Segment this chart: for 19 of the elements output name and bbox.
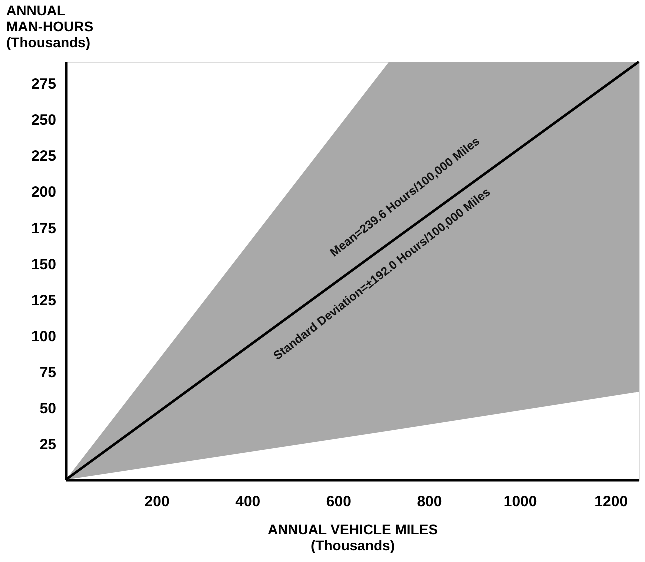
y-tick-label: 50 (40, 400, 56, 418)
y-tick-label: 250 (31, 112, 56, 130)
x-tick-label: 600 (326, 494, 352, 510)
x-tick-label: 800 (417, 494, 442, 510)
y-axis-title: ANNUAL MAN-HOURS (Thousands) (6, 2, 94, 50)
y-tick-label: 125 (31, 292, 56, 310)
x-tick-label: 1200 (594, 494, 628, 510)
y-tick-label: 150 (31, 256, 56, 274)
y-tick-label: 25 (40, 436, 56, 454)
y-tick-label: 100 (31, 328, 56, 346)
y-tick-label: 200 (31, 184, 56, 202)
y-tick-label: 175 (31, 220, 56, 238)
x-tick-label: 400 (236, 494, 261, 510)
y-tick-label: 225 (31, 148, 56, 166)
y-tick-label: 75 (40, 364, 56, 382)
x-tick-label: 200 (144, 494, 170, 510)
x-axis-title: ANNUAL VEHICLE MILES (Thousands) (268, 522, 438, 554)
y-tick-label: 275 (31, 76, 56, 94)
x-tick-label: 1000 (504, 494, 538, 510)
